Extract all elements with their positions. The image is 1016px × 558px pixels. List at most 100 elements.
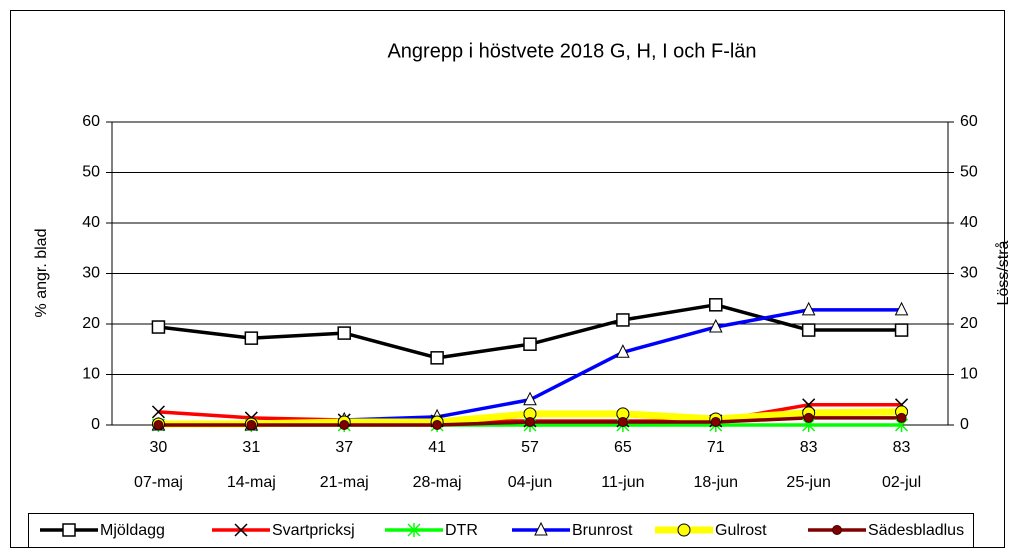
- y-tick-label: 50: [82, 164, 100, 181]
- marker-part: [407, 523, 421, 537]
- marker-part: [896, 412, 907, 423]
- x-tick-label: 21-maj: [320, 474, 369, 491]
- x-stage-label: 37: [335, 439, 353, 456]
- x-stage-label: 57: [521, 439, 539, 456]
- marker: [339, 420, 350, 430]
- marker: [801, 301, 816, 316]
- x-stage-label: 65: [614, 439, 632, 456]
- y2-tick-label: 0: [960, 416, 969, 433]
- legend-label: Brunrost: [572, 522, 633, 539]
- marker-part: [525, 416, 535, 427]
- x-tick-label: 25-jun: [786, 474, 830, 491]
- marker: [234, 523, 248, 537]
- marker: [832, 525, 842, 535]
- x-stage-label: 31: [242, 439, 260, 456]
- marker-part: [337, 326, 351, 340]
- marker: [337, 326, 351, 340]
- marker: [894, 323, 909, 337]
- marker: [801, 323, 816, 337]
- marker-part: [151, 320, 166, 334]
- marker: [523, 337, 537, 351]
- marker-part: [616, 344, 630, 358]
- y2-tick-label: 60: [960, 113, 978, 130]
- legend-label: Gulrost: [715, 522, 767, 539]
- marker: [616, 344, 630, 358]
- x-stage-label: 41: [428, 439, 446, 456]
- x-tick-label: 14-maj: [227, 474, 276, 491]
- x-tick-label: 07-maj: [134, 474, 183, 491]
- y-tick-label: 10: [82, 366, 100, 383]
- marker-part: [339, 420, 350, 430]
- marker: [151, 405, 165, 419]
- marker-part: [153, 420, 164, 430]
- legend-label: Sädesbladlus: [868, 522, 964, 539]
- y2-tick-label: 40: [960, 214, 978, 231]
- marker-part: [677, 523, 691, 537]
- marker-part: [244, 331, 259, 345]
- y-axis-label: % angr. blad: [33, 229, 50, 318]
- marker: [617, 416, 628, 427]
- marker: [151, 320, 166, 334]
- x-tick-label: 02-jul: [882, 474, 921, 491]
- y2-tick-label: 20: [960, 315, 978, 332]
- marker: [616, 313, 630, 327]
- y-tick-label: 20: [82, 315, 100, 332]
- chart-title: Angrepp i höstvete 2018 G, H, I och F-lä…: [387, 40, 756, 62]
- marker-part: [801, 323, 816, 337]
- marker-part: [710, 416, 721, 427]
- marker: [153, 420, 164, 430]
- marker: [710, 416, 721, 427]
- marker-part: [801, 301, 816, 316]
- marker: [523, 391, 537, 406]
- legend-label: Svartpricksj: [272, 522, 355, 539]
- x-tick-label: 04-jun: [508, 474, 552, 491]
- y-tick-label: 40: [82, 214, 100, 231]
- marker: [708, 318, 723, 333]
- marker-part: [803, 412, 814, 423]
- marker: [677, 523, 691, 537]
- y-tick-label: 0: [91, 416, 100, 433]
- marker: [525, 416, 535, 427]
- marker-part: [616, 313, 630, 327]
- legend-label: Mjöldagg: [100, 522, 165, 539]
- marker-part: [894, 323, 909, 337]
- marker: [246, 420, 257, 430]
- y2-tick-label: 30: [960, 265, 978, 282]
- x-tick-label: 11-jun: [601, 474, 644, 491]
- marker: [244, 331, 259, 345]
- marker-part: [534, 521, 548, 536]
- marker: [709, 298, 723, 312]
- x-stage-label: 83: [893, 439, 911, 456]
- x-tick-label: 18-jun: [694, 474, 738, 491]
- y-tick-label: 30: [82, 265, 100, 282]
- y2-tick-label: 50: [960, 164, 978, 181]
- marker: [803, 412, 814, 423]
- marker: [534, 521, 548, 536]
- marker-part: [523, 391, 537, 406]
- marker: [896, 412, 907, 423]
- marker-part: [894, 301, 909, 316]
- marker-part: [430, 351, 444, 365]
- chart-frame: [10, 10, 1005, 548]
- marker: [894, 301, 909, 316]
- marker: [432, 420, 443, 430]
- marker-part: [432, 420, 443, 430]
- y2-axis-label: Löss/strå: [994, 240, 1012, 305]
- marker-part: [709, 298, 723, 312]
- marker-part: [62, 523, 76, 537]
- marker-part: [151, 405, 165, 419]
- x-stage-label: 71: [707, 439, 725, 456]
- marker-part: [523, 337, 537, 351]
- marker-part: [617, 416, 628, 427]
- marker-part: [234, 523, 248, 537]
- x-stage-label: 30: [150, 439, 168, 456]
- x-stage-label: 83: [800, 439, 818, 456]
- y-tick-label: 60: [82, 113, 100, 130]
- x-tick-label: 28-maj: [413, 474, 462, 491]
- marker-part: [832, 525, 842, 535]
- marker: [407, 523, 421, 537]
- marker: [62, 523, 76, 537]
- marker-part: [246, 420, 257, 430]
